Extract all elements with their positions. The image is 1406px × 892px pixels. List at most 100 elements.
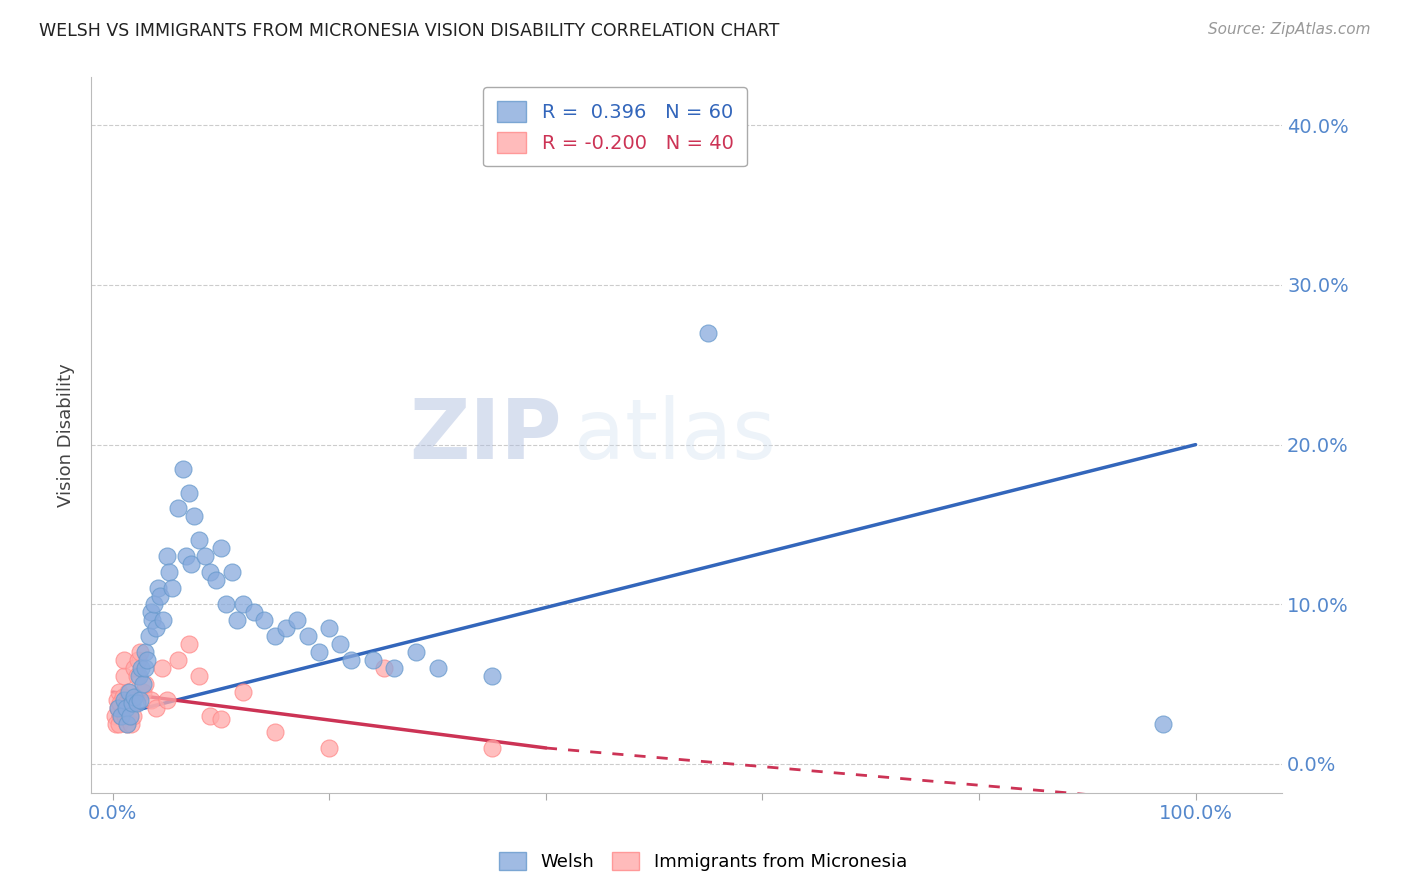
Point	[481, 741, 503, 756]
Point	[209, 541, 232, 556]
Point	[232, 597, 254, 611]
Point	[200, 566, 222, 580]
Point	[125, 696, 148, 710]
Point	[134, 677, 156, 691]
Point	[115, 717, 138, 731]
Point	[318, 621, 340, 635]
Point	[285, 613, 308, 627]
Point	[297, 629, 319, 643]
Point	[128, 669, 150, 683]
Point	[253, 613, 276, 627]
Point	[188, 533, 211, 548]
Text: Source: ZipAtlas.com: Source: ZipAtlas.com	[1208, 22, 1371, 37]
Point	[141, 613, 163, 627]
Point	[156, 693, 179, 707]
Point	[134, 645, 156, 659]
Point	[110, 709, 132, 723]
Point	[121, 693, 143, 707]
Point	[132, 685, 155, 699]
Point	[176, 549, 198, 564]
Point	[142, 597, 165, 611]
Point	[382, 661, 405, 675]
Point	[120, 709, 142, 723]
Point	[204, 574, 226, 588]
Point	[162, 582, 184, 596]
Point	[125, 669, 148, 683]
Point	[115, 717, 138, 731]
Point	[180, 558, 202, 572]
Point	[145, 621, 167, 635]
Point	[128, 645, 150, 659]
Point	[132, 677, 155, 691]
Point	[166, 653, 188, 667]
Point	[114, 701, 136, 715]
Point	[264, 725, 287, 739]
Point	[139, 693, 162, 707]
Point	[145, 701, 167, 715]
Point	[194, 549, 217, 564]
Point	[150, 661, 173, 675]
Point	[107, 701, 129, 715]
Point	[118, 685, 141, 699]
Point	[129, 661, 152, 675]
Point	[329, 637, 352, 651]
Point	[138, 629, 160, 643]
Point	[177, 485, 200, 500]
Point	[114, 696, 136, 710]
Point	[232, 685, 254, 699]
Point	[112, 693, 135, 707]
Point	[183, 509, 205, 524]
Point	[274, 621, 297, 635]
Point	[156, 549, 179, 564]
Point	[152, 613, 174, 627]
Point	[221, 566, 243, 580]
Point	[107, 701, 129, 715]
Point	[405, 645, 427, 659]
Text: WELSH VS IMMIGRANTS FROM MICRONESIA VISION DISABILITY CORRELATION CHART: WELSH VS IMMIGRANTS FROM MICRONESIA VISI…	[39, 22, 780, 40]
Point	[110, 696, 132, 710]
Point	[177, 637, 200, 651]
Point	[200, 709, 222, 723]
Point	[122, 709, 145, 723]
Point	[120, 709, 142, 723]
Point	[318, 741, 340, 756]
Point	[172, 461, 194, 475]
Point	[128, 693, 150, 707]
Point	[111, 690, 134, 704]
Point	[242, 605, 264, 619]
Text: ZIP: ZIP	[409, 394, 561, 475]
Point	[264, 629, 287, 643]
Point	[426, 661, 449, 675]
Y-axis label: Vision Disability: Vision Disability	[58, 363, 75, 507]
Point	[110, 709, 132, 723]
Point	[215, 597, 238, 611]
Point	[121, 696, 143, 710]
Point	[105, 717, 128, 731]
Point	[308, 645, 330, 659]
Point	[340, 653, 363, 667]
Point	[166, 501, 188, 516]
Point	[108, 717, 131, 731]
Legend: Welsh, Immigrants from Micronesia: Welsh, Immigrants from Micronesia	[492, 845, 914, 879]
Point	[481, 669, 503, 683]
Point	[373, 661, 395, 675]
Point	[139, 605, 162, 619]
Point	[124, 690, 146, 704]
Point	[148, 582, 170, 596]
Point	[120, 717, 142, 731]
Point	[124, 661, 146, 675]
Legend: R =  0.396   N = 60, R = -0.200   N = 40: R = 0.396 N = 60, R = -0.200 N = 40	[484, 87, 747, 167]
Point	[157, 566, 180, 580]
Point	[112, 669, 135, 683]
Point	[105, 693, 128, 707]
Point	[361, 653, 384, 667]
Point	[1152, 717, 1174, 731]
Point	[149, 590, 172, 604]
Point	[108, 685, 131, 699]
Point	[112, 653, 135, 667]
Point	[127, 653, 149, 667]
Text: atlas: atlas	[574, 394, 775, 475]
Point	[114, 709, 136, 723]
Point	[136, 653, 159, 667]
Point	[697, 326, 720, 340]
